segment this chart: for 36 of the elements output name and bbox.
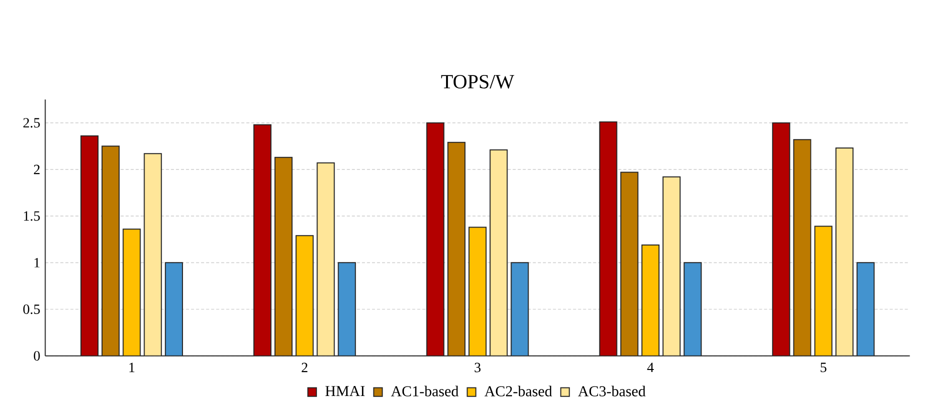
y-tick-label: 1 (34, 258, 40, 268)
bar (511, 262, 528, 356)
bar (642, 244, 660, 356)
y-tick-label: 2.5 (23, 118, 40, 128)
y-tick-label: 0.5 (23, 304, 40, 314)
bar (772, 122, 790, 356)
bar (600, 122, 617, 356)
x-tick-label: 4 (647, 362, 654, 372)
bar (856, 262, 875, 356)
bar (274, 157, 292, 356)
bar (469, 227, 486, 356)
x-tick-label: 1 (129, 362, 134, 372)
chart-title: TOPS/W (441, 74, 514, 88)
x-tick-label: 5 (820, 362, 826, 372)
bar (684, 262, 702, 356)
legend-label: AC2-based (484, 386, 552, 396)
bar (620, 172, 638, 356)
bar (123, 229, 140, 356)
bar (426, 122, 444, 356)
y-tick-label: 1.5 (24, 211, 40, 221)
bar (102, 146, 120, 356)
bar (254, 124, 271, 356)
bar (296, 236, 314, 356)
bar (448, 142, 465, 356)
y-tick-label: 2 (34, 164, 40, 174)
legend-label: AC1-based (390, 386, 459, 396)
bar (165, 262, 182, 356)
bar (814, 226, 832, 356)
bar (793, 139, 812, 356)
x-tick-label: 3 (474, 362, 481, 372)
legend-label: AC3-based (578, 386, 646, 396)
y-tick-label: 0 (34, 351, 40, 361)
bar (80, 136, 98, 356)
bar (338, 262, 356, 356)
x-tick-label: 2 (302, 362, 308, 372)
legend-label: HMAI (325, 386, 365, 396)
